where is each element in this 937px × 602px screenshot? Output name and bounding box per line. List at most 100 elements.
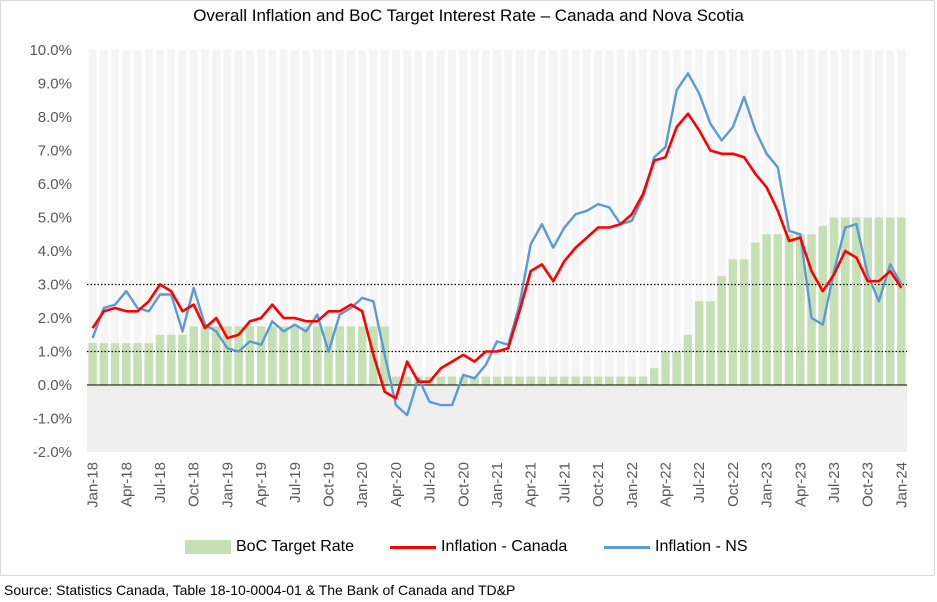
bar-boc-target-rate: [638, 376, 648, 385]
bar-boc-target-rate: [234, 326, 243, 385]
legend-label: BoC Target Rate: [236, 538, 354, 555]
column-band: [111, 50, 120, 385]
column-band: [504, 50, 513, 385]
legend-item-inflation-ns: Inflation - NS: [604, 538, 747, 556]
column-band: [189, 50, 198, 385]
y-tick-label: 10.0%: [29, 42, 72, 59]
bar-boc-target-rate: [99, 343, 109, 385]
bar-boc-target-rate: [571, 376, 580, 385]
column-band: [773, 50, 782, 385]
bar-boc-target-rate: [492, 376, 502, 385]
column-band: [605, 50, 614, 385]
column-band: [526, 50, 535, 385]
bar-boc-target-rate: [751, 242, 760, 385]
column-band: [414, 50, 423, 385]
x-tick-label: Jul-19: [287, 462, 304, 503]
column-band: [616, 50, 625, 385]
bar-boc-target-rate: [447, 376, 457, 385]
bar-boc-target-rate: [268, 326, 277, 385]
y-tick-label: 7.0%: [38, 143, 72, 160]
bar-boc-target-rate: [211, 326, 221, 385]
column-band: [515, 50, 524, 385]
line-inflation-canada: [91, 112, 903, 400]
bar-boc-target-rate: [110, 343, 120, 385]
column-band: [290, 50, 299, 385]
bar-boc-target-rate: [818, 225, 828, 385]
column-band: [751, 50, 760, 385]
column-band: [156, 50, 164, 385]
column-band: [661, 50, 670, 385]
column-band: [425, 50, 434, 385]
bar-boc-target-rate: [189, 326, 198, 385]
column-band: [223, 50, 232, 385]
bar-boc-target-rate: [481, 376, 491, 385]
column-band: [650, 50, 659, 385]
column-band: [538, 50, 546, 385]
bar-boc-target-rate: [155, 334, 165, 385]
legend-label: Inflation - NS: [655, 538, 748, 555]
column-band: [706, 50, 715, 385]
column-band: [818, 50, 827, 385]
column-band: [302, 50, 310, 385]
bar-boc-target-rate: [503, 376, 513, 385]
x-tick-label: Jul-21: [556, 462, 573, 503]
column-band: [268, 50, 277, 385]
column-band: [717, 50, 726, 385]
x-tick-label: Oct-21: [590, 462, 607, 507]
bar-boc-target-rate: [301, 326, 311, 385]
x-tick-label: Jan-19: [219, 462, 236, 508]
x-tick-label: Jul-23: [826, 462, 843, 503]
column-band: [212, 50, 221, 385]
bar-boc-target-rate: [346, 326, 356, 385]
bar-boc-target-rate: [459, 376, 468, 385]
bar-boc-target-rate: [279, 326, 288, 385]
column-band: [99, 50, 108, 385]
column-band: [459, 50, 468, 385]
y-tick-label: -2.0%: [33, 444, 72, 461]
column-band: [740, 50, 749, 385]
bar-boc-target-rate: [796, 234, 805, 385]
bar-boc-target-rate: [717, 276, 726, 385]
x-tick-label: Jul-20: [422, 462, 439, 503]
y-tick-label: 3.0%: [38, 277, 72, 294]
x-tick-label: Jan-21: [489, 462, 506, 508]
bar-boc-target-rate: [436, 376, 446, 385]
bar-boc-target-rate: [200, 326, 210, 385]
bar-boc-target-rate: [223, 326, 232, 385]
column-band: [684, 50, 692, 385]
column-band: [796, 50, 805, 385]
column-band: [403, 50, 412, 385]
column-band: [627, 50, 636, 385]
y-tick-label: 8.0%: [38, 109, 72, 126]
bar-boc-target-rate: [616, 376, 625, 385]
x-tick-label: Oct-18: [186, 462, 203, 507]
x-tick-label: Oct-22: [725, 462, 742, 507]
x-tick-label: Oct-19: [321, 462, 338, 507]
column-band: [178, 50, 187, 385]
legend-label: Inflation - Canada: [441, 538, 568, 555]
x-tick-label: Apr-23: [792, 462, 809, 507]
y-tick-label: -1.0%: [33, 411, 72, 428]
line-inflation-ns: [91, 72, 903, 417]
source-note: Source: Statistics Canada, Table 18-10-0…: [4, 582, 516, 598]
bar-boc-target-rate: [526, 376, 535, 385]
x-tick-label: Apr-18: [118, 462, 135, 507]
column-band: [133, 50, 142, 385]
legend-swatch-line: [390, 545, 436, 549]
bar-boc-target-rate: [537, 376, 547, 385]
x-tick-label: Oct-20: [455, 462, 472, 507]
bar-boc-target-rate: [694, 301, 704, 385]
column-band: [807, 50, 816, 385]
x-tick-label: Apr-22: [657, 462, 674, 507]
bar-boc-target-rate: [593, 376, 603, 385]
bar-boc-target-rate: [683, 334, 693, 385]
bar-boc-target-rate: [762, 234, 771, 385]
bar-boc-target-rate: [166, 334, 176, 385]
bar-boc-target-rate: [560, 376, 569, 385]
bar-boc-target-rate: [672, 351, 681, 385]
x-tick-label: Apr-19: [253, 462, 270, 507]
bar-boc-target-rate: [773, 234, 783, 385]
legend-swatch-bar: [185, 540, 231, 554]
bar-boc-target-rate: [357, 326, 367, 385]
bar-boc-target-rate: [245, 326, 255, 385]
